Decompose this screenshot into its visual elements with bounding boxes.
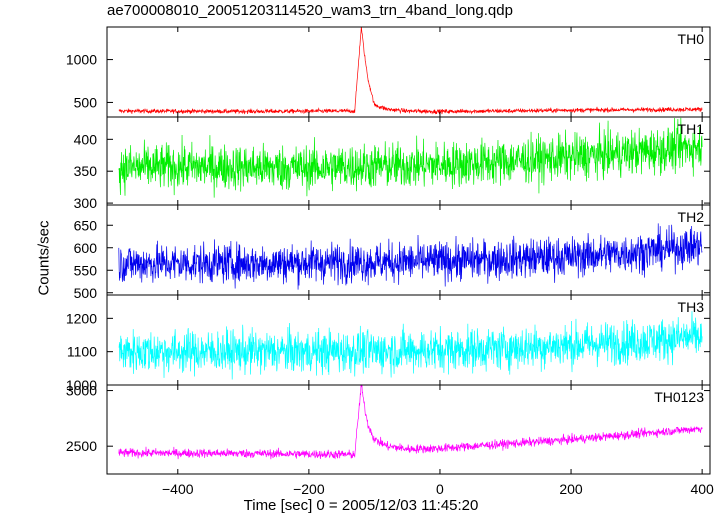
chart-title: ae700008010_20051203114520_wam3_trn_4ban… bbox=[107, 2, 513, 19]
series-th3-line bbox=[118, 311, 703, 380]
series-th0-line bbox=[118, 27, 703, 115]
y-tick-label: 600 bbox=[74, 240, 98, 256]
y-axis-label: Counts/sec bbox=[35, 220, 53, 296]
panel-label-th3: TH3 bbox=[678, 299, 705, 315]
panel-frame-th0 bbox=[106, 26, 711, 118]
y-tick-label: 500 bbox=[74, 94, 98, 110]
y-tick-label: 2500 bbox=[66, 438, 97, 454]
panel-frame-th0123 bbox=[106, 384, 711, 475]
y-tick-label: 650 bbox=[74, 217, 98, 233]
series-th2-line bbox=[118, 223, 703, 290]
x-tick-label: 200 bbox=[559, 481, 583, 497]
y-tick-label: 1000 bbox=[66, 52, 97, 68]
y-tick-label: 300 bbox=[74, 195, 98, 211]
panel-label-th1: TH1 bbox=[678, 121, 705, 137]
series-th0123-line bbox=[118, 385, 703, 460]
panel-label-th0: TH0 bbox=[678, 31, 705, 47]
y-tick-label: 350 bbox=[74, 163, 98, 179]
y-tick-label: 1000 bbox=[66, 377, 97, 393]
y-tick-label: 500 bbox=[74, 285, 98, 301]
x-axis-label: Time [sec] 0 = 2005/12/03 11:45:20 bbox=[243, 497, 479, 514]
panel-label-th0123: TH0123 bbox=[654, 389, 704, 405]
y-tick-label: 3000 bbox=[66, 383, 97, 399]
x-tick-label: 400 bbox=[690, 481, 714, 497]
x-tick-label: −200 bbox=[293, 481, 325, 497]
y-tick-label: 550 bbox=[74, 262, 98, 278]
x-tick-label: −400 bbox=[162, 481, 194, 497]
series-th1-line bbox=[118, 117, 703, 198]
panel-frame-th2 bbox=[106, 204, 711, 296]
y-tick-label: 1100 bbox=[67, 344, 97, 360]
x-tick-label: 0 bbox=[436, 481, 444, 497]
y-tick-label: 1200 bbox=[66, 310, 97, 326]
y-tick-label: 400 bbox=[74, 131, 98, 147]
panel-label-th2: TH2 bbox=[678, 209, 705, 225]
